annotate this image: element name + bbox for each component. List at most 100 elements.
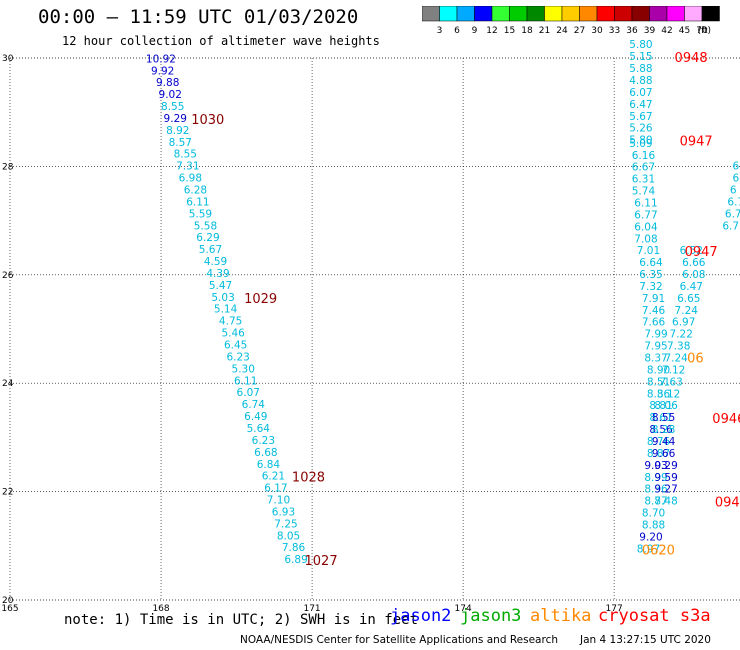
wave-height-value: 8.87 [647,448,670,460]
chart-title: 00:00 – 11:59 UTC 01/03/2020 [38,6,359,28]
wave-height-value: 5.67 [629,111,652,123]
wave-height-value: 5.67 [199,244,222,256]
pass-time-label: 1027 [305,554,338,569]
wave-height-value: 5.58 [194,220,217,232]
wave-height-value: 6.64 [639,257,663,269]
y-tick-label: 28 [2,162,14,172]
x-tick-label: 177 [606,604,623,614]
wave-height-value: 8.36 [644,484,668,496]
legend-label: 24 [556,26,568,36]
x-tick-label: 168 [152,604,169,614]
wave-height-value: 9.20 [639,531,662,543]
wave-height-value: 7.08 [634,233,657,245]
wave-height-value: 6.28 [184,185,207,197]
footer-timestamp: Jan 4 13:27:15 UTC 2020 [580,634,711,646]
wave-height-value: 8.99 [644,472,667,484]
y-tick-label: 24 [2,379,14,389]
footnote: note: 1) Time is in UTC; 2) SWH is in fe… [64,612,419,628]
wave-height-value: 6.93 [272,506,295,518]
y-tick-label: 30 [2,54,14,64]
wave-height-value: 6.68 [254,447,277,459]
wave-height-value: 6.47 [629,99,652,111]
wave-height-value: 8.48 [654,496,677,508]
wave-height-value: 6.11 [634,198,657,210]
wave-height-value: 4.75 [219,316,242,328]
wave-height-value: 9.44 [652,436,676,448]
legend-label: 70 [696,26,708,36]
wave-height-value: 6.23 [252,435,275,447]
wave-height-value: 8.97 [637,543,660,555]
wave-height-value: 8.55 [161,101,184,113]
wave-height-value: 5.14 [214,304,238,316]
wave-height-value: 5.64 [247,423,271,435]
wave-height-value: 5.15 [629,51,652,63]
wave-height-value: 9.03 [644,460,667,472]
legend-label: 30 [591,26,603,36]
wave-height-value: 6.45 [224,340,247,352]
wave-height-value: 4.39 [206,268,229,280]
wave-height-value: 6.67 [632,162,655,174]
wave-height-value: 7.86 [282,542,306,554]
wave-height-value: 10.92 [146,53,176,65]
wave-height-value: 9.59 [654,472,677,484]
wave-height-value: 9.29 [164,113,187,125]
wave-height-value: 8.70 [642,508,665,520]
legend-label: 39 [644,26,656,36]
pass-time-label: 1030 [191,113,224,128]
wave-height-value: 6.23 [226,351,249,363]
wave-height-value: 9.27 [654,484,677,496]
pass-time-label: 0948 [675,51,708,66]
y-tick-label: 26 [2,271,14,281]
wave-height-value: 8.81 [649,400,672,412]
wave-height-value: 6.21 [262,471,285,483]
legend-unit: (ft) [698,26,712,36]
wave-height-value: 8.05 [277,530,300,542]
pass-time-label: 0947 [680,135,713,150]
wave-height-value: 6.97 [672,317,695,329]
wave-height-value: 8.77 [644,496,667,508]
legend-label: 27 [574,26,585,36]
wave-height-value: 9.92 [151,65,174,77]
wave-height-value: 7.31 [176,161,199,173]
wave-height-value: 8.76 [647,436,671,448]
wave-height-value: 7.24 [675,305,699,317]
legend-label: 18 [521,26,533,36]
wave-height-value: 9.29 [654,460,677,472]
pass-time-label: 094 [715,496,740,511]
wave-height-value: 5.09 [629,138,652,150]
wave-height-value: 8.28 [652,424,675,436]
wave-height-value: 6.77 [634,209,657,221]
wave-height-value: 7.66 [642,317,666,329]
wave-height-value: 7.99 [644,329,667,341]
wave-height-value: 5.46 [221,328,245,340]
wave-height-value: 5.80 [629,39,652,51]
wave-height-value: 8.92 [166,125,189,137]
wave-height-value: 5.03 [211,292,234,304]
wave-height-value: 7.32 [639,281,662,293]
legend-label: 21 [539,26,550,36]
legend-label: 6 [454,26,460,36]
wave-height-value: 6.98 [179,173,202,185]
wave-height-value: 8.90 [647,364,670,376]
wave-height-value: 9.66 [652,448,676,460]
wave-height-value: 5.88 [629,63,652,75]
wave-height-value: 4.88 [629,75,652,87]
wave-height-value: 7.91 [642,293,665,305]
wave-height-value: 6.07 [629,87,652,99]
wave-height-value: 8.51 [647,376,670,388]
x-tick-label: 174 [455,604,472,614]
wave-height-value: 6 [732,173,739,185]
wave-height-value: 6.47 [680,281,703,293]
satellite-name: jason3 [460,606,522,626]
wave-height-value: 6.31 [632,174,655,186]
x-tick-label: 171 [303,604,320,614]
satellite-name: altika [530,606,592,626]
legend-label: 42 [661,26,672,36]
wave-height-value: 5.74 [632,186,656,198]
legend-label: 9 [472,26,478,36]
wave-height-value: 7.95 [644,341,667,353]
wave-height-value: 8.37 [644,353,667,365]
wave-height-value: 7.10 [267,495,290,507]
wave-height-value: 6.74 [242,399,266,411]
